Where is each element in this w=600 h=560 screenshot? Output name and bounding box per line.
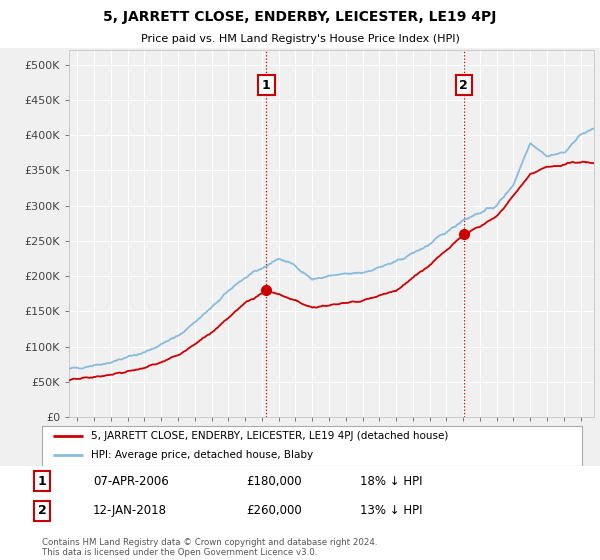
Text: 2: 2 (38, 504, 46, 517)
Text: £260,000: £260,000 (246, 504, 302, 517)
Text: 1: 1 (38, 474, 46, 488)
Text: 07-APR-2006: 07-APR-2006 (93, 474, 169, 488)
Text: 13% ↓ HPI: 13% ↓ HPI (360, 504, 422, 517)
Text: Price paid vs. HM Land Registry's House Price Index (HPI): Price paid vs. HM Land Registry's House … (140, 34, 460, 44)
Text: £180,000: £180,000 (246, 474, 302, 488)
Text: 5, JARRETT CLOSE, ENDERBY, LEICESTER, LE19 4PJ (detached house): 5, JARRETT CLOSE, ENDERBY, LEICESTER, LE… (91, 432, 448, 441)
Text: 5, JARRETT CLOSE, ENDERBY, LEICESTER, LE19 4PJ: 5, JARRETT CLOSE, ENDERBY, LEICESTER, LE… (103, 11, 497, 25)
Text: HPI: Average price, detached house, Blaby: HPI: Average price, detached house, Blab… (91, 450, 313, 460)
Text: 12-JAN-2018: 12-JAN-2018 (93, 504, 167, 517)
Text: 1: 1 (262, 79, 271, 92)
Text: Contains HM Land Registry data © Crown copyright and database right 2024.
This d: Contains HM Land Registry data © Crown c… (42, 538, 377, 557)
Text: 2: 2 (460, 79, 468, 92)
Text: 18% ↓ HPI: 18% ↓ HPI (360, 474, 422, 488)
